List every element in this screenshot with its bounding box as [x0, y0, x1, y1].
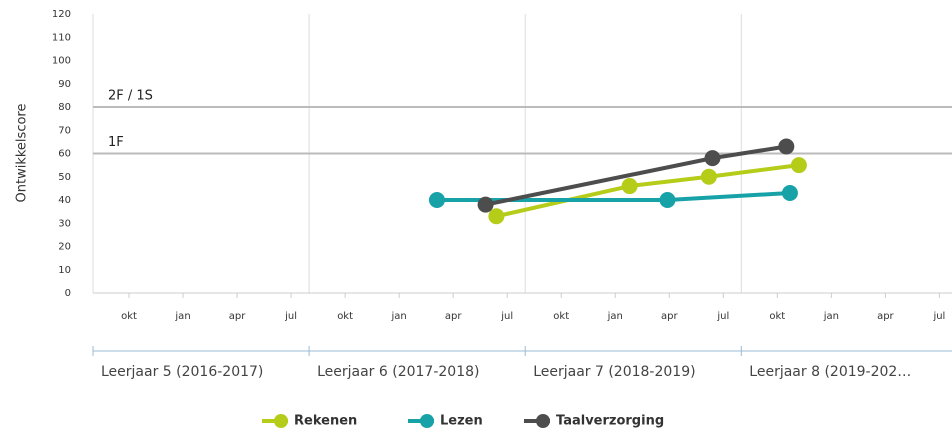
y-tick-label: 60	[58, 149, 71, 160]
x-tick-label: jan	[823, 311, 839, 322]
y-tick-label: 10	[58, 265, 71, 276]
legend-marker	[274, 414, 288, 428]
y-tick-label: 90	[58, 79, 71, 90]
y-tick-label: 40	[58, 195, 71, 206]
x-tick-label: okt	[121, 311, 137, 322]
y-axis-label: Ontwikkelscore	[15, 104, 30, 203]
x-tick-label: jan	[607, 311, 623, 322]
x-tick-label: okt	[337, 311, 353, 322]
x-tick-label: jan	[391, 311, 407, 322]
group-label: Leerjaar 7 (2018-2019)	[533, 364, 695, 380]
y-tick-label: 30	[58, 218, 71, 229]
group-label: Leerjaar 8 (2019-202…	[749, 364, 911, 380]
legend-marker	[536, 414, 550, 428]
data-point	[700, 168, 717, 185]
y-tick-label: 20	[58, 242, 71, 253]
y-tick-label: 50	[58, 172, 71, 183]
data-point	[790, 157, 807, 174]
legend-marker	[420, 414, 434, 428]
x-tick-label: apr	[661, 311, 678, 322]
y-tick-label: 70	[58, 125, 71, 136]
legend-label: Rekenen	[294, 414, 357, 429]
legend-label: Taalverzorging	[556, 414, 664, 429]
y-tick-label: 120	[52, 9, 71, 20]
data-point	[621, 178, 638, 195]
data-point	[488, 208, 505, 225]
data-point	[778, 138, 795, 155]
data-point	[704, 150, 721, 167]
x-tick-label: jul	[284, 311, 297, 322]
y-tick-label: 80	[58, 102, 71, 113]
reference-label: 2F / 1S	[108, 89, 153, 104]
y-tick-label: 100	[52, 56, 71, 67]
data-point	[477, 196, 494, 213]
data-point	[781, 185, 798, 202]
group-label: Leerjaar 6 (2017-2018)	[317, 364, 479, 380]
x-tick-label: jul	[500, 311, 513, 322]
reference-label: 1F	[108, 135, 124, 150]
data-point	[659, 192, 676, 208]
x-tick-label: apr	[229, 311, 246, 322]
y-tick-label: 0	[65, 288, 71, 299]
x-tick-label: okt	[769, 311, 785, 322]
legend-label: Lezen	[440, 414, 483, 429]
x-tick-label: jul	[932, 311, 945, 322]
group-label: Leerjaar 5 (2016-2017)	[101, 364, 263, 380]
x-tick-label: apr	[877, 311, 894, 322]
data-point	[428, 192, 445, 208]
x-tick-label: okt	[553, 311, 569, 322]
y-tick-label: 110	[52, 32, 71, 43]
x-tick-label: apr	[445, 311, 462, 322]
x-tick-label: jul	[716, 311, 729, 322]
x-tick-label: jan	[174, 311, 190, 322]
